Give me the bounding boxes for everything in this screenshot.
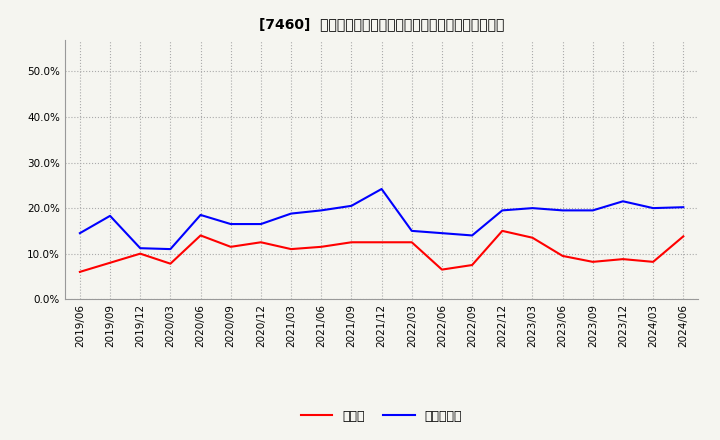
現預金 bbox=[558, 253, 567, 259]
有利子負債 bbox=[256, 221, 265, 227]
Line: 現預金: 現預金 bbox=[80, 231, 683, 272]
現預金 bbox=[106, 260, 114, 265]
Title: [7460]  現預金、有利子負債の総資産に対する比率の推移: [7460] 現預金、有利子負債の総資産に対する比率の推移 bbox=[259, 18, 504, 32]
有利子負債 bbox=[558, 208, 567, 213]
有利子負債 bbox=[226, 221, 235, 227]
Line: 有利子負債: 有利子負債 bbox=[80, 189, 683, 249]
有利子負債 bbox=[166, 246, 175, 252]
有利子負債 bbox=[197, 213, 205, 218]
現預金 bbox=[679, 234, 688, 239]
Legend: 現預金, 有利子負債: 現預金, 有利子負債 bbox=[296, 405, 467, 428]
現預金 bbox=[76, 269, 84, 275]
現預金 bbox=[226, 244, 235, 249]
有利子負債 bbox=[438, 231, 446, 236]
現預金 bbox=[347, 240, 356, 245]
現預金 bbox=[649, 259, 657, 264]
有利子負債 bbox=[528, 205, 537, 211]
有利子負債 bbox=[679, 205, 688, 210]
現預金 bbox=[317, 244, 325, 249]
現預金 bbox=[618, 257, 627, 262]
有利子負債 bbox=[468, 233, 477, 238]
現預金 bbox=[166, 261, 175, 266]
現預金 bbox=[287, 246, 295, 252]
現預金 bbox=[438, 267, 446, 272]
有利子負債 bbox=[408, 228, 416, 234]
現預金 bbox=[197, 233, 205, 238]
現預金 bbox=[408, 240, 416, 245]
現預金 bbox=[377, 240, 386, 245]
有利子負債 bbox=[377, 187, 386, 192]
有利子負債 bbox=[317, 208, 325, 213]
有利子負債 bbox=[136, 246, 145, 251]
現預金 bbox=[588, 259, 597, 264]
有利子負債 bbox=[618, 198, 627, 204]
現預金 bbox=[468, 262, 477, 268]
有利子負債 bbox=[76, 231, 84, 236]
現預金 bbox=[136, 251, 145, 256]
現預金 bbox=[256, 240, 265, 245]
有利子負債 bbox=[498, 208, 507, 213]
有利子負債 bbox=[287, 211, 295, 216]
有利子負債 bbox=[106, 213, 114, 219]
有利子負債 bbox=[347, 203, 356, 209]
現預金 bbox=[528, 235, 537, 240]
有利子負債 bbox=[649, 205, 657, 211]
現預金 bbox=[498, 228, 507, 234]
有利子負債 bbox=[588, 208, 597, 213]
